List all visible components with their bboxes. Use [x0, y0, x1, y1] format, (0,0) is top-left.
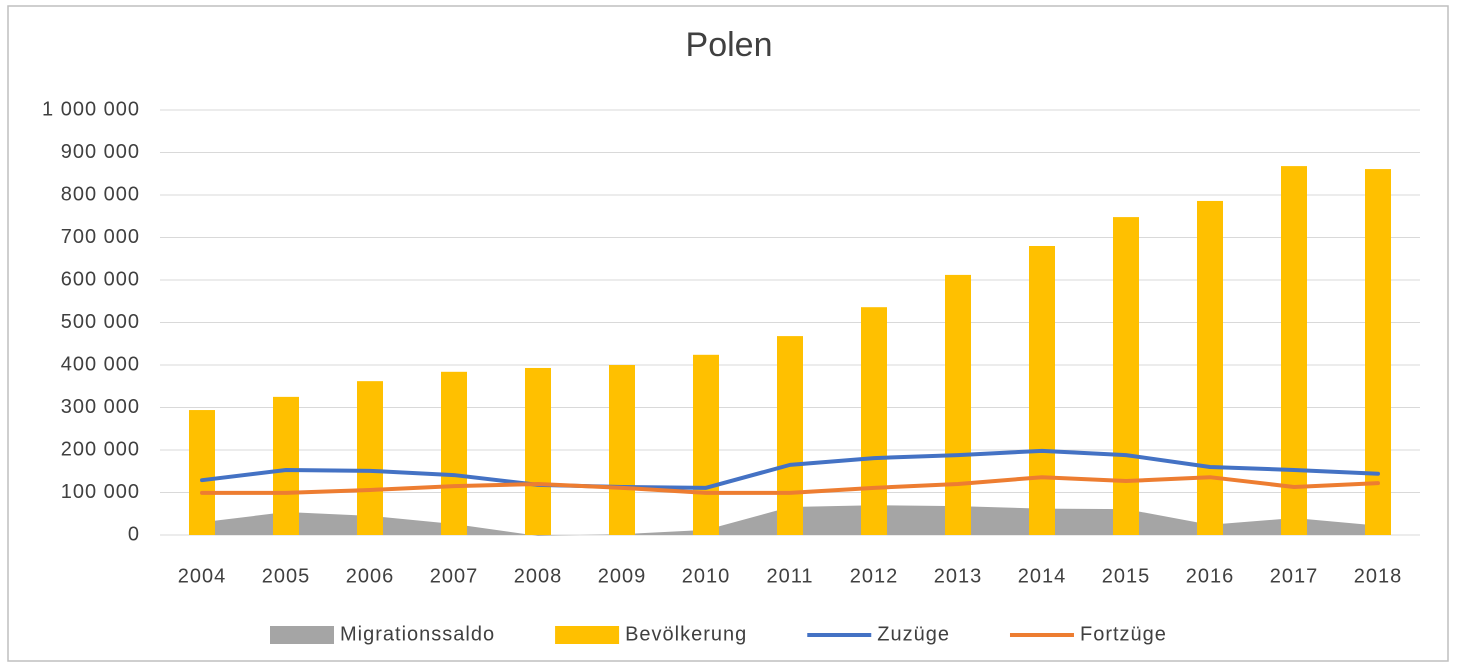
x-tick-label: 2009: [598, 565, 647, 587]
line: [200, 448, 1380, 490]
bar: [1281, 166, 1307, 535]
legend-swatch: [555, 626, 620, 644]
bar: [945, 274, 971, 535]
bar: [861, 307, 887, 535]
chart-title: Polen: [686, 26, 773, 64]
bar: [1365, 169, 1391, 535]
y-tick-label: 900 000: [61, 141, 140, 163]
y-tick-label: 200 000: [61, 438, 140, 460]
bar: [693, 354, 719, 535]
y-tick-label: 400 000: [61, 353, 140, 375]
bar: [357, 381, 383, 535]
x-tick-label: 2012: [850, 565, 899, 587]
bar: [525, 367, 551, 535]
x-tick-label: 2015: [1102, 565, 1151, 587]
bar: [1029, 246, 1055, 535]
line: [200, 475, 1380, 495]
y-tick-label: 1 000 000: [42, 98, 140, 120]
bar: [441, 371, 467, 535]
bar: [1113, 217, 1139, 535]
x-tick-label: 2006: [346, 565, 395, 587]
bar: [609, 365, 635, 535]
x-tick-label: 2018: [1354, 565, 1403, 587]
x-tick-label: 2004: [178, 565, 227, 587]
chart-border: [7, 5, 1449, 662]
legend-label: Migrationssaldo: [340, 623, 495, 645]
x-tick-label: 2014: [1018, 565, 1067, 587]
legend-label: Fortzüge: [1080, 623, 1167, 645]
y-tick-label: 300 000: [61, 396, 140, 418]
x-tick-label: 2005: [262, 565, 311, 587]
x-tick-label: 2007: [430, 565, 479, 587]
x-tick-label: 2011: [766, 565, 813, 587]
x-tick-label: 2017: [1270, 565, 1319, 587]
y-tick-label: 500 000: [61, 311, 140, 333]
y-tick-label: 100 000: [61, 481, 140, 503]
bar: [273, 396, 299, 535]
bar: [1197, 200, 1223, 535]
x-tick-label: 2013: [934, 565, 983, 587]
y-tick-label: 800 000: [61, 183, 140, 205]
x-tick-label: 2016: [1186, 565, 1235, 587]
x-tick-label: 2008: [514, 565, 563, 587]
legend-swatch: [270, 626, 334, 644]
legend-label: Bevölkerung: [625, 623, 747, 645]
x-tick-label: 2010: [682, 565, 731, 587]
bar: [777, 336, 803, 535]
y-tick-label: 0: [128, 523, 140, 545]
y-tick-label: 600 000: [61, 268, 140, 290]
legend-label: Zuzüge: [877, 623, 950, 645]
y-tick-label: 700 000: [61, 226, 140, 248]
bar: [189, 410, 215, 535]
